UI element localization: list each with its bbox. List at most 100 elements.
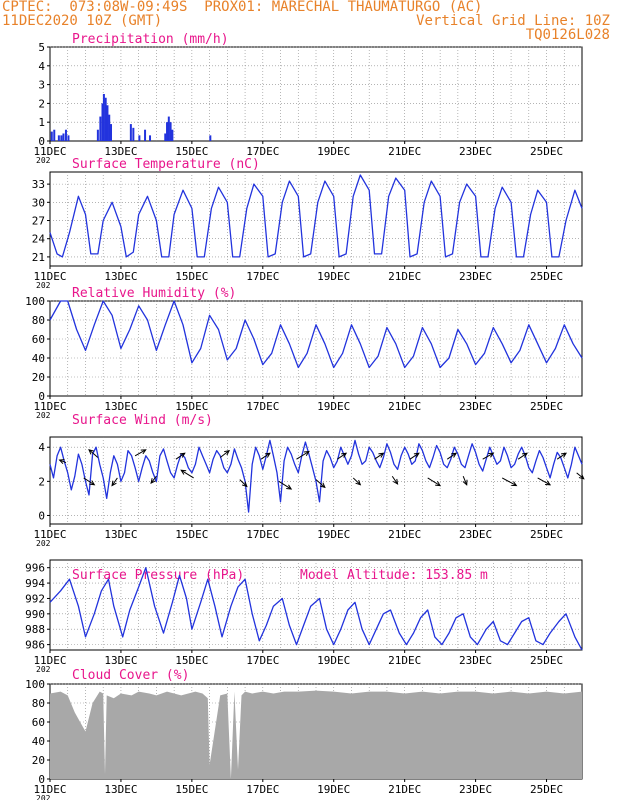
precip-bar [57,135,60,141]
header-run-time: 11DEC2020 10Z (GMT) [2,13,163,29]
y-tick-label: 40 [32,735,45,748]
wind-arrow-head [179,452,186,458]
wind-arrow-head [303,450,310,456]
x-tick-label: 11DEC [33,145,66,158]
wind-arrow [501,477,517,487]
x-tick-label: 17DEC [246,270,279,283]
y-tick-label: 2 [38,97,45,110]
x-tick-label: 13DEC [104,528,137,541]
precip-bar [67,135,70,141]
precip-bar [144,129,147,141]
precip-bar [132,127,135,141]
panel-title: Relative Humidity (%) [72,286,236,301]
wind-arrow-head [180,469,187,475]
precip-bar [169,122,172,141]
wind-arrow-head [451,452,458,458]
wind-arrow [83,477,95,486]
wind-arrow [537,477,551,486]
x-tick-year: 202 [36,794,51,800]
precip-bar [171,129,174,141]
wind-arrow [446,452,457,460]
y-tick-label: 994 [25,577,45,590]
precip-bar [164,133,167,141]
x-tick-label: 25DEC [530,400,563,413]
x-tick-label: 23DEC [459,528,492,541]
x-tick-label: 23DEC [459,145,492,158]
precip-bar [104,97,107,141]
x-tick-label: 11DEC [33,400,66,413]
x-tick-label: 11DEC [33,783,66,796]
panel-title: Precipitation (mm/h) [72,32,229,47]
x-tick-year: 202 [36,281,51,290]
panel-frame-0 [49,46,583,142]
y-tick-label: 996 [25,562,45,575]
y-tick-label: 986 [25,639,45,652]
wind-arrow [88,449,99,458]
x-tick-label: 11DEC [33,270,66,283]
y-tick-label: 1 [38,116,45,129]
y-tick-label: 30 [32,196,45,209]
precip-bar [110,124,113,141]
wind-arrow-head [224,449,231,456]
wind-arrow-head [462,479,468,486]
x-tick-label: 23DEC [459,400,492,413]
wind-arrow-head [241,481,248,488]
y-tick-label: 33 [32,178,45,191]
wind-arrow-head [58,459,65,465]
x-tick-label: 15DEC [175,783,208,796]
panel-title: Cloud Cover (%) [72,668,189,683]
precip-bar [62,133,65,141]
y-tick-label: 0 [38,135,45,148]
precip-bar [50,131,53,141]
precip-bar [64,129,67,141]
y-tick-label: 20 [32,754,45,767]
precip-bar [53,129,56,141]
y-tick-label: 100 [25,295,45,308]
y-tick-label: 5 [38,41,45,54]
wind-arrow [175,452,186,460]
x-tick-year: 202 [36,156,51,165]
x-tick-label: 13DEC [104,400,137,413]
precip-bar [102,94,105,141]
x-tick-label: 17DEC [246,528,279,541]
wind-arrow-head [319,482,326,489]
series-line-3 [49,439,583,513]
x-tick-label: 19DEC [317,145,350,158]
wind-arrow-head [378,452,385,458]
precip-bar [138,135,141,141]
panel-title: Surface Pressure (hPa) [72,568,244,583]
wind-arrow [134,449,147,457]
precip-bar [167,116,170,141]
y-tick-label: 60 [32,333,45,346]
wind-arrow [180,469,194,479]
y-tick-label: 2 [38,475,45,488]
wind-arrow-head [413,452,420,458]
x-tick-label: 21DEC [388,528,421,541]
wind-arrow-head [355,479,362,486]
panel-frame-2 [49,300,583,397]
wind-arrow [315,479,326,488]
x-tick-label: 19DEC [317,400,350,413]
x-tick-label: 19DEC [317,783,350,796]
panel-title: Surface Wind (m/s) [72,413,213,428]
header-grid-line: Vertical Grid Line: 10Z [416,13,610,29]
x-tick-label: 17DEC [246,400,279,413]
x-tick-label: 21DEC [388,145,421,158]
wind-arrow-head [341,452,348,458]
x-tick-label: 17DEC [246,783,279,796]
wind-arrow [576,472,585,480]
x-tick-label: 23DEC [459,270,492,283]
x-tick-year: 202 [36,665,51,674]
x-tick-label: 25DEC [530,783,563,796]
cloud-cover-area [50,690,582,779]
wind-arrow [374,452,384,460]
precip-bar [60,135,63,141]
precip-bar [106,105,109,141]
y-tick-label: 4 [38,441,45,454]
wind-arrow-head [435,481,442,487]
precip-bar [209,135,212,141]
x-tick-year: 202 [36,539,51,548]
y-tick-label: 24 [32,233,46,246]
wind-arrow-head [561,452,567,458]
